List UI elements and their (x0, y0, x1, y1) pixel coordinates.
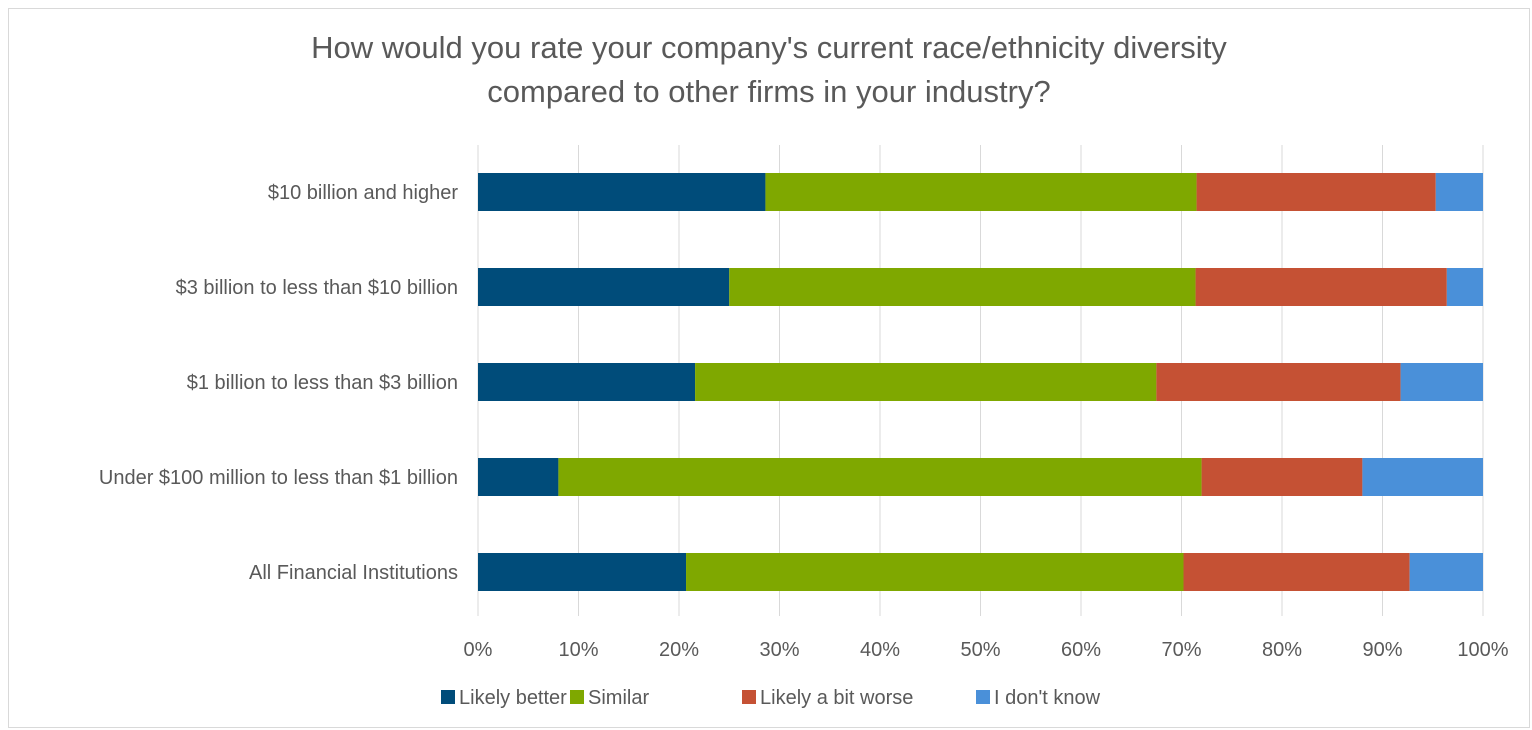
legend-label: Likely better (459, 687, 567, 709)
category-label: $3 billion to less than $10 billion (176, 277, 458, 299)
bar-segment (478, 458, 559, 496)
chart-title: How would you rate your company's curren… (8, 26, 1530, 114)
x-tick-label: 50% (960, 639, 1000, 661)
bar-segment (1196, 173, 1436, 211)
x-tick-label: 70% (1161, 639, 1201, 661)
category-label: $10 billion and higher (268, 182, 458, 204)
chart-title-line-1: How would you rate your company's curren… (311, 30, 1227, 65)
bar-segment (478, 363, 696, 401)
x-tick-label: 80% (1262, 639, 1302, 661)
category-label: All Financial Institutions (249, 562, 458, 584)
bar-segment (1156, 363, 1401, 401)
bar-segment (765, 173, 1197, 211)
bar-segment (558, 458, 1202, 496)
bar-segment (686, 553, 1184, 591)
x-axis-ticks: 0% 10% 20% 30% 40% 50% 60% 70% 80% 90% 100% (464, 639, 1509, 661)
bar-segment (478, 553, 687, 591)
bar-segment (1409, 553, 1483, 591)
x-tick-label: 90% (1362, 639, 1402, 661)
bar-segment (1435, 173, 1483, 211)
x-tick-label: 20% (659, 639, 699, 661)
x-tick-label: 40% (860, 639, 900, 661)
bar-segment (478, 173, 766, 211)
bar-segment (1400, 363, 1483, 401)
x-tick-label: 60% (1061, 639, 1101, 661)
legend-swatch (976, 690, 990, 704)
bar-segment (1183, 553, 1410, 591)
x-tick-label: 0% (464, 639, 493, 661)
legend-label: I don't know (994, 687, 1101, 709)
bar-segment (1362, 458, 1483, 496)
chart-title-line-2: compared to other firms in your industry… (487, 74, 1051, 109)
bar-segment (1195, 268, 1447, 306)
x-tick-label: 30% (759, 639, 799, 661)
bar-segment (1201, 458, 1363, 496)
category-label: Under $100 million to less than $1 billi… (99, 467, 458, 489)
category-label: $1 billion to less than $3 billion (187, 372, 458, 394)
bar-segment (1446, 268, 1483, 306)
legend-swatch (441, 690, 455, 704)
bar-segment (478, 268, 730, 306)
bar-segment (695, 363, 1157, 401)
bar-segment (729, 268, 1196, 306)
category-labels: $10 billion and higher $3 billion to less… (99, 182, 458, 584)
legend-label: Similar (588, 687, 649, 709)
bars (478, 173, 1483, 591)
x-tick-label: 10% (558, 639, 598, 661)
legend: Likely better Similar Likely a bit worse I … (441, 687, 1101, 709)
legend-label: Likely a bit worse (760, 687, 913, 709)
legend-swatch (742, 690, 756, 704)
legend-swatch (570, 690, 584, 704)
x-tick-label: 100% (1457, 639, 1508, 661)
